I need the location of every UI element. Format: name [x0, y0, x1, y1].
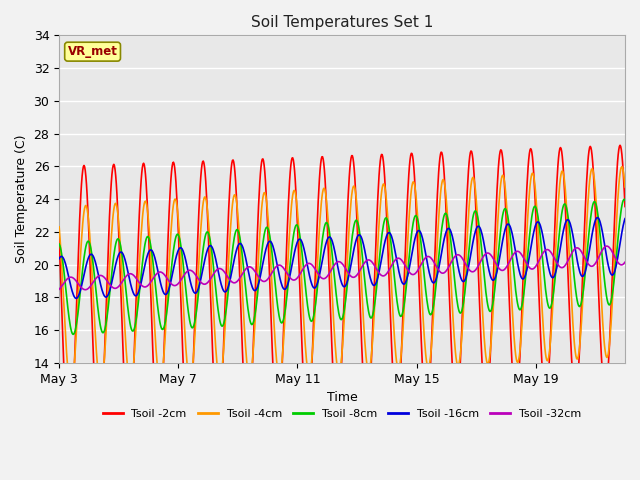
- Tsoil -16cm: [72, 296, 80, 301]
- Tsoil -32cm: [55, 287, 63, 292]
- Tsoil -16cm: [319, 253, 327, 259]
- Tsoil -16cm: [412, 231, 420, 237]
- Tsoil -8cm: [391, 276, 399, 282]
- Tsoil -32cm: [254, 273, 262, 279]
- Tsoil -8cm: [412, 213, 420, 219]
- Tsoil -16cm: [55, 256, 63, 262]
- Tsoil -4cm: [412, 196, 420, 202]
- Line: Tsoil -8cm: Tsoil -8cm: [59, 199, 625, 335]
- Tsoil -16cm: [391, 246, 399, 252]
- Tsoil -16cm: [254, 283, 262, 288]
- Tsoil -8cm: [528, 214, 536, 219]
- Line: Tsoil -16cm: Tsoil -16cm: [59, 217, 625, 299]
- Tsoil -32cm: [177, 278, 184, 284]
- Tsoil -4cm: [391, 336, 399, 342]
- Tsoil -16cm: [621, 216, 629, 222]
- Tsoil -2cm: [412, 209, 420, 215]
- Tsoil -2cm: [65, 441, 73, 447]
- Text: VR_met: VR_met: [68, 45, 118, 58]
- Tsoil -32cm: [603, 243, 611, 249]
- Tsoil -8cm: [319, 231, 327, 237]
- Tsoil -4cm: [55, 224, 63, 230]
- Line: Tsoil -2cm: Tsoil -2cm: [59, 145, 625, 444]
- Tsoil -8cm: [70, 332, 77, 337]
- Tsoil -4cm: [528, 171, 536, 177]
- Tsoil -4cm: [319, 187, 327, 193]
- Tsoil -8cm: [621, 196, 628, 202]
- Tsoil -8cm: [254, 288, 262, 294]
- Tsoil -32cm: [391, 258, 399, 264]
- Tsoil -16cm: [594, 215, 602, 220]
- Tsoil -32cm: [81, 287, 89, 293]
- Tsoil -2cm: [621, 204, 629, 209]
- X-axis label: Time: Time: [326, 391, 358, 404]
- Y-axis label: Soil Temperature (C): Soil Temperature (C): [15, 135, 28, 264]
- Title: Soil Temperatures Set 1: Soil Temperatures Set 1: [251, 15, 433, 30]
- Tsoil -2cm: [528, 149, 536, 155]
- Tsoil -2cm: [616, 143, 624, 148]
- Tsoil -8cm: [177, 239, 184, 245]
- Tsoil -16cm: [177, 245, 184, 251]
- Tsoil -4cm: [177, 245, 184, 251]
- Tsoil -2cm: [55, 233, 63, 239]
- Tsoil -8cm: [55, 241, 63, 247]
- Tsoil -32cm: [621, 259, 629, 265]
- Tsoil -2cm: [177, 281, 184, 287]
- Legend: Tsoil -2cm, Tsoil -4cm, Tsoil -8cm, Tsoil -16cm, Tsoil -32cm: Tsoil -2cm, Tsoil -4cm, Tsoil -8cm, Tsoi…: [98, 404, 586, 423]
- Tsoil -16cm: [528, 239, 536, 245]
- Tsoil -32cm: [528, 266, 536, 272]
- Tsoil -32cm: [412, 270, 420, 276]
- Tsoil -8cm: [621, 197, 629, 203]
- Line: Tsoil -4cm: Tsoil -4cm: [59, 167, 625, 387]
- Tsoil -2cm: [391, 397, 399, 403]
- Line: Tsoil -32cm: Tsoil -32cm: [59, 246, 625, 290]
- Tsoil -4cm: [618, 164, 626, 169]
- Tsoil -4cm: [254, 264, 262, 270]
- Tsoil -2cm: [254, 217, 262, 223]
- Tsoil -4cm: [67, 384, 75, 390]
- Tsoil -2cm: [319, 156, 327, 162]
- Tsoil -4cm: [621, 184, 629, 190]
- Tsoil -32cm: [319, 276, 327, 282]
